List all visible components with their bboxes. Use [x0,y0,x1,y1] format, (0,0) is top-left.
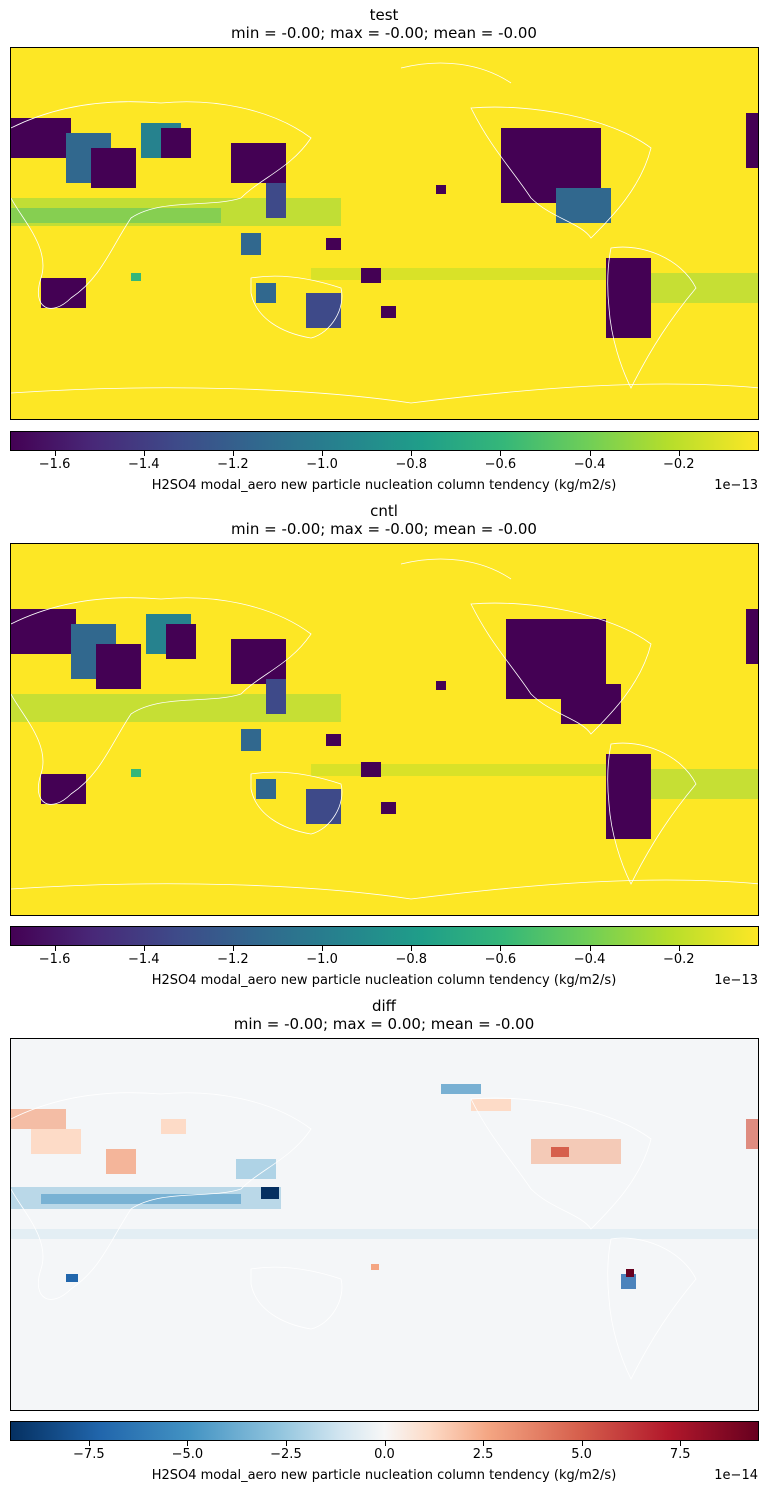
colorbar-tick-mark [680,1441,682,1446]
colorbar-tick-mark [54,946,56,951]
colorbar-tick-mark [187,1441,189,1446]
panel-diff-colorbar-label: H2SO4 modal_aero new particle nucleation… [151,1468,617,1483]
colorbar-tick-mark [589,451,591,456]
panel-diff-map-svg [11,1039,758,1410]
colorbar-tick-label: −0.4 [573,952,606,967]
panel-test-map-svg [11,48,758,419]
colorbar-tick-mark [322,946,324,951]
colorbar-tick-label: −0.2 [662,952,695,967]
high-nucleation-regions [11,113,758,338]
panel-test-map [10,47,759,420]
colorbar-tick-label: −1.0 [306,952,338,967]
colorbar-tick-mark [54,451,56,456]
map-background [11,48,758,419]
colorbar-tick-label: −0.6 [484,952,517,967]
colorbar-tick-label: −0.8 [395,457,428,472]
panel-diff-colorbar [10,1421,759,1441]
colorbar-tick-label: −5.0 [171,1447,204,1462]
colorbar-tick-mark [88,1441,90,1446]
colorbar-tick-label: −0.8 [395,952,428,967]
panel-cntl-title: cntl [370,502,398,520]
colorbar-tick-mark [285,1441,287,1446]
coastlines [11,62,758,404]
colorbar-tick-mark [589,946,591,951]
coastlines [11,1092,697,1380]
panel-diff-colorbar-ticks: −7.5 −5.0 −2.5 0.0 2.5 5.0 7.5 [10,1441,759,1467]
panel-test-colorbar-offset: 1e−13 [714,478,758,493]
colorbar-tick-label: −1.6 [38,457,71,472]
colorbar-tick-mark [232,451,234,456]
colorbar-tick-label: −7.5 [73,1447,105,1462]
panel-cntl-map [10,543,759,916]
colorbar-tick-label: 5.0 [571,1447,592,1462]
panel-cntl-colorbar [10,926,759,946]
colorbar-tick-label: −0.4 [573,457,606,472]
panel-diff-title: diff [371,997,397,1015]
panel-cntl-map-svg [11,544,758,915]
panel-test-colorbar-ticks: −1.6 −1.4 −1.2 −1.0 −0.8 −0.6 −0.4 −0.2 [10,451,759,477]
colorbar-tick-mark [500,946,502,951]
colorbar-tick-mark [143,451,145,456]
colorbar-tick-mark [322,451,324,456]
panel-cntl-subtitle: min = -0.00; max = -0.00; mean = -0.00 [231,520,537,538]
colorbar-tick-mark [384,1441,386,1446]
panel-diff-subtitle: min = -0.00; max = 0.00; mean = -0.00 [233,1015,535,1033]
panel-test-colorbar-label: H2SO4 modal_aero new particle nucleation… [151,478,617,493]
panel-cntl-colorbar-label: H2SO4 modal_aero new particle nucleation… [151,973,617,988]
colorbar-tick-mark [678,451,680,456]
high-nucleation-regions [11,609,758,839]
panel-test-title: test [369,6,399,24]
colorbar-tick-label: −0.6 [484,457,517,472]
colorbar-tick-mark [581,1441,583,1446]
colorbar-tick-label: 2.5 [472,1447,494,1462]
panel-cntl-colorbar-ticks: −1.6 −1.4 −1.2 −1.0 −0.8 −0.6 −0.4 −0.2 [10,946,759,972]
colorbar-tick-mark [678,946,680,951]
colorbar-tick-label: −1.4 [127,952,160,967]
panel-test-subtitle: min = -0.00; max = -0.00; mean = -0.00 [231,24,537,42]
colorbar-tick-label: 0.0 [374,1447,395,1462]
colorbar-tick-label: 7.5 [669,1447,691,1462]
colorbar-tick-label: −0.2 [662,457,695,472]
panel-test-colorbar [10,431,759,451]
colorbar-tick-label: −1.0 [306,457,338,472]
colorbar-tick-mark [232,946,234,951]
positive-diff-regions [11,1099,758,1277]
colorbar-tick-mark [483,1441,485,1446]
panel-diff-map [10,1038,759,1411]
coastlines [11,558,758,900]
colorbar-tick-mark [500,451,502,456]
colorbar-tick-label: −2.5 [270,1447,302,1462]
map-background [11,1039,758,1410]
negative-diff-regions [11,1084,758,1289]
panel-diff-colorbar-offset: 1e−14 [714,1468,758,1483]
colorbar-tick-label: −1.6 [38,952,71,967]
colorbar-tick-mark [411,451,413,456]
colorbar-tick-label: −1.2 [217,457,249,472]
colorbar-tick-mark [143,946,145,951]
colorbar-tick-label: −1.4 [127,457,160,472]
map-background [11,544,758,915]
panel-cntl-colorbar-offset: 1e−13 [714,973,758,988]
colorbar-tick-label: −1.2 [217,952,249,967]
colorbar-tick-mark [411,946,413,951]
